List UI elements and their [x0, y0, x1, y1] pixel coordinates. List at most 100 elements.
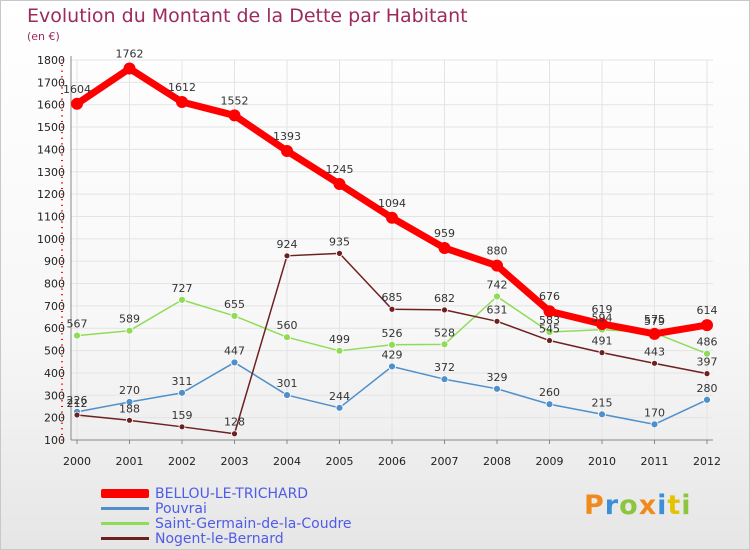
legend-item-saint-germain[interactable]: Saint-Germain-de-la-Coudre [101, 515, 352, 532]
data-label-nogent: 685 [382, 291, 403, 304]
data-label-saint-germain: 526 [382, 327, 403, 340]
data-label-nogent: 491 [592, 335, 613, 348]
legend-label: Saint-Germain-de-la-Coudre [155, 515, 352, 532]
data-label-pouvrai: 329 [487, 371, 508, 384]
data-label-pouvrai: 270 [119, 384, 140, 397]
point-bellou [386, 211, 398, 224]
legend-item-pouvrai[interactable]: Pouvrai [101, 501, 352, 517]
data-label-nogent: 631 [487, 303, 508, 316]
data-label-bellou: 619 [592, 303, 613, 316]
legend-item-nogent[interactable]: Nogent-le-Bernard [101, 530, 352, 547]
logo-letter: x [638, 490, 658, 521]
data-label-saint-germain: 583 [539, 314, 560, 327]
data-label-pouvrai: 170 [644, 406, 665, 419]
point-bellou [123, 62, 136, 75]
y-tick-label: 100 [44, 434, 65, 447]
legend-swatch [101, 507, 149, 510]
data-label-pouvrai: 372 [434, 361, 455, 374]
y-tick-label: 1300 [37, 166, 65, 179]
data-label-saint-germain: 486 [697, 336, 718, 349]
point-nogent [546, 337, 553, 344]
point-bellou [491, 259, 503, 272]
data-label-bellou: 1245 [326, 163, 354, 176]
legend-label: Nogent-le-Bernard [155, 530, 284, 547]
data-label-saint-germain: 560 [277, 319, 298, 332]
y-tick-label: 400 [44, 367, 65, 380]
point-saint-germain [283, 333, 291, 342]
data-label-saint-germain: 528 [434, 326, 455, 339]
data-label-bellou: 880 [487, 245, 508, 258]
data-label-saint-germain: 589 [119, 313, 140, 326]
data-label-saint-germain: 567 [67, 318, 88, 331]
logo-letter: o [619, 490, 639, 521]
point-nogent [598, 349, 606, 357]
point-nogent [178, 423, 186, 431]
data-label-saint-germain: 727 [172, 282, 193, 295]
point-pouvrai [703, 395, 711, 404]
data-label-nogent: 159 [172, 409, 193, 422]
axes: 100 200 300 400 500 600 700 800 900 1000 1100 1200 1… [37, 54, 721, 468]
x-tick-label: 2004 [273, 455, 301, 468]
logo-letter: P [584, 490, 605, 521]
point-bellou [281, 144, 293, 157]
legend-swatch [101, 489, 149, 498]
y-tick-label: 1600 [37, 99, 65, 112]
point-pouvrai [388, 362, 396, 371]
data-label-bellou: 1612 [168, 81, 196, 94]
y-tick-label: 300 [44, 389, 65, 402]
y-tick-label: 800 [44, 278, 65, 291]
point-nogent [441, 306, 448, 314]
point-nogent [73, 411, 81, 419]
point-nogent [703, 370, 711, 378]
data-label-saint-germain: 742 [487, 278, 508, 291]
point-nogent [126, 416, 133, 424]
point-bellou [701, 319, 713, 332]
grid [71, 59, 713, 441]
data-label-nogent: 682 [434, 292, 455, 305]
y-tick-label: 900 [44, 255, 65, 268]
point-bellou [228, 109, 241, 122]
point-saint-germain [493, 292, 501, 301]
point-saint-germain [73, 331, 81, 340]
point-saint-germain [125, 326, 134, 335]
point-nogent [336, 249, 343, 257]
y-tick-label: 1200 [37, 188, 65, 201]
x-tick-label: 2008 [483, 455, 511, 468]
point-bellou [438, 241, 451, 254]
logo-letter: i [681, 490, 692, 521]
data-label-bellou: 614 [697, 304, 718, 317]
data-label-pouvrai: 280 [697, 382, 718, 395]
point-pouvrai [440, 375, 449, 384]
point-bellou [543, 305, 556, 318]
point-pouvrai [650, 420, 659, 429]
series-nogent [73, 249, 711, 438]
point-bellou [176, 96, 188, 109]
data-label-pouvrai: 311 [172, 375, 193, 388]
x-tick-label: 2007 [431, 455, 459, 468]
y-tick-label: 1800 [37, 54, 65, 67]
data-label-bellou: 1552 [221, 94, 249, 107]
x-tick-label: 2006 [378, 455, 406, 468]
point-saint-germain [440, 340, 449, 349]
point-saint-germain [178, 295, 186, 304]
data-label-saint-germain: 594 [592, 312, 613, 325]
point-saint-germain [388, 340, 396, 349]
point-pouvrai [598, 410, 606, 419]
data-label-pouvrai: 429 [382, 348, 403, 361]
x-tick-label: 2005 [326, 455, 354, 468]
legend-item-bellou[interactable]: BELLOU-LE-TRICHARD [101, 486, 352, 502]
data-label-bellou: 676 [539, 290, 560, 303]
legend: BELLOU-LE-TRICHARD Pouvrai Saint-Germain… [101, 486, 352, 547]
series-layer [71, 62, 713, 438]
data-label-saint-germain: 499 [329, 333, 350, 346]
x-tick-label: 2012 [693, 455, 721, 468]
point-saint-germain [703, 349, 711, 358]
series-bellou [71, 62, 713, 340]
data-label-nogent: 128 [224, 416, 245, 429]
data-label-nogent: 443 [644, 345, 665, 358]
x-tick-label: 2011 [641, 455, 669, 468]
point-bellou [333, 178, 346, 191]
data-label-bellou: 1393 [273, 130, 301, 143]
